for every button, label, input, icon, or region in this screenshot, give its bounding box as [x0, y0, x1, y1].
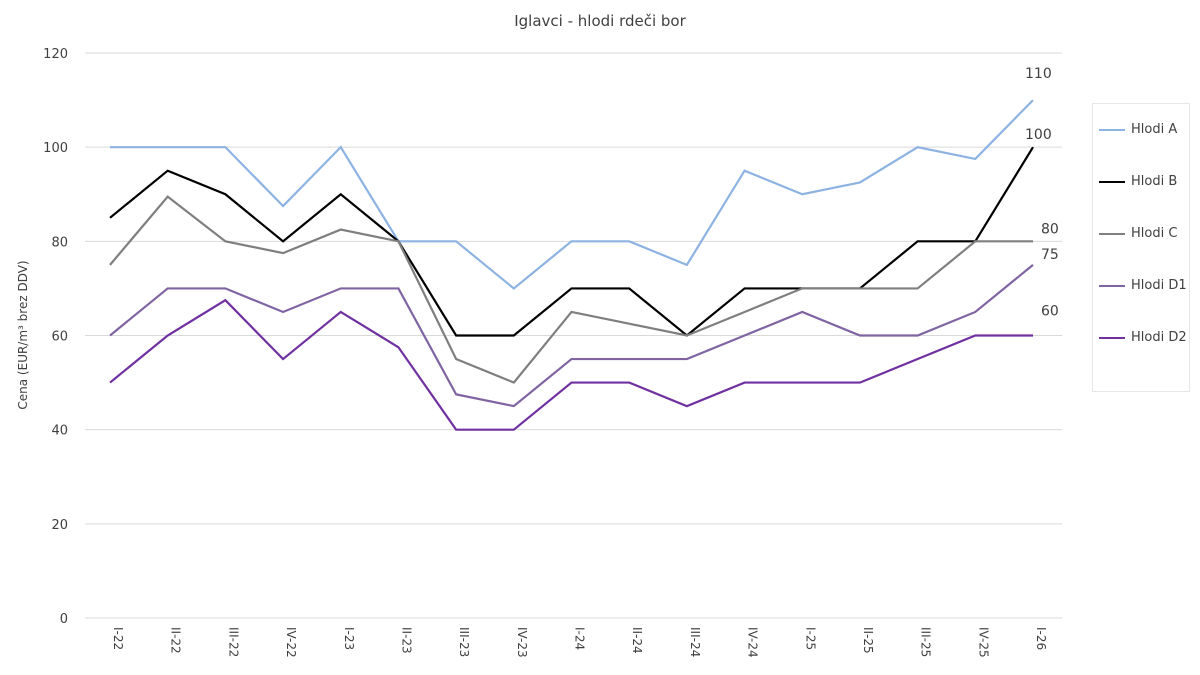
series-line-hlodi-d1: [109, 264, 1034, 408]
x-tick-label: I-23: [342, 627, 356, 650]
x-tick-label: I-24: [573, 627, 587, 650]
legend-item: Hlodi D1: [1099, 278, 1187, 293]
y-tick-label: 20: [51, 518, 68, 533]
x-tick-label: II-25: [861, 627, 875, 654]
x-tick-label: II-22: [169, 627, 183, 654]
x-tick-label: IV-25: [976, 627, 990, 658]
legend-item: Hlodi B: [1099, 174, 1177, 189]
data-label: 100: [1025, 127, 1052, 143]
data-label: 75: [1041, 247, 1059, 263]
y-tick-label: 80: [51, 235, 68, 250]
y-tick-label: 60: [51, 330, 68, 345]
x-tick-label: III-22: [226, 627, 240, 657]
legend-swatch: [1099, 284, 1125, 287]
legend-item: Hlodi A: [1099, 122, 1177, 137]
legend-label: Hlodi B: [1131, 174, 1178, 189]
series-line-hlodi-a: [110, 99, 1034, 290]
legend-item: Hlodi D2: [1099, 330, 1187, 345]
x-tick-label: II-24: [630, 627, 644, 654]
x-tick-label: II-23: [399, 627, 413, 654]
x-tick-label: I-22: [111, 627, 125, 650]
legend-label: Hlodi A: [1131, 122, 1178, 137]
y-tick-label: 40: [51, 424, 68, 439]
x-tick-label: IV-24: [746, 627, 760, 658]
x-tick-label: III-24: [688, 627, 702, 657]
legend-item: Hlodi C: [1099, 226, 1177, 241]
data-label: 60: [1041, 304, 1059, 320]
series-line-hlodi-b: [109, 146, 1034, 337]
x-tick-label: III-25: [919, 627, 933, 657]
series-line-hlodi-d2: [109, 298, 1033, 431]
x-tick-label: III-23: [457, 627, 471, 657]
x-tick-label: IV-22: [284, 627, 298, 658]
legend: Hlodi A Hlodi B Hlodi C Hlodi D1 Hlodi D2: [1092, 103, 1190, 392]
chart-title: Iglavci - hlodi rdeči bor: [514, 12, 686, 30]
x-tick-label: I-26: [1034, 627, 1048, 650]
data-label: 80: [1041, 221, 1059, 237]
x-tick-label: IV-23: [515, 627, 529, 658]
y-tick-label: 100: [43, 141, 68, 156]
legend-swatch: [1099, 180, 1125, 183]
legend-label: Hlodi D1: [1131, 278, 1187, 293]
legend-swatch: [1099, 128, 1125, 131]
legend-swatch: [1099, 336, 1125, 339]
y-axis-label: Cena (EUR/m³ brez DDV): [16, 260, 30, 409]
y-tick-label: 0: [60, 612, 68, 627]
legend-swatch: [1099, 232, 1125, 235]
series-line-hlodi-c: [109, 195, 1033, 384]
legend-label: Hlodi C: [1131, 226, 1178, 241]
legend-label: Hlodi D2: [1131, 330, 1187, 345]
x-tick-label: I-25: [803, 627, 817, 650]
data-label: 110: [1025, 66, 1052, 82]
y-tick-label: 120: [43, 47, 68, 62]
